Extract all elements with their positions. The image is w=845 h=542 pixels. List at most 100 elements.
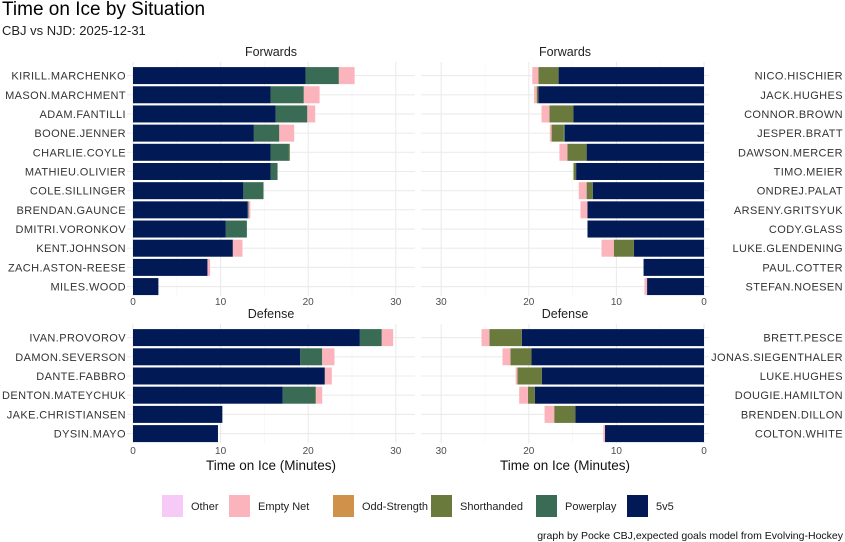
player-name-label: MASON.MARCHMENT xyxy=(5,90,126,102)
legend-label: Shorthanded xyxy=(460,501,523,513)
panel-defense-right: Defense 0 10 20 30 BRETT.PESCE JONAS.SIEGENTHA… xyxy=(421,307,843,473)
bar-segment-5v5 xyxy=(133,201,248,219)
bar-segment-empty-net xyxy=(601,239,614,257)
bar-segment-empty-net xyxy=(519,386,528,404)
x-tick-label: 20 xyxy=(523,297,535,308)
bar-segment-empty-net xyxy=(532,67,539,85)
player-name-label: TIMO.MEIER xyxy=(774,166,843,178)
legend-label: Empty Net xyxy=(258,501,309,513)
player-name-label: BOONE.JENNER xyxy=(34,128,126,140)
bar-segment-5v5 xyxy=(521,329,704,347)
bar-segment-powerplay xyxy=(247,201,249,219)
bar-segment-5v5 xyxy=(133,386,283,404)
bar-segment-5v5 xyxy=(133,425,218,443)
bar-segment-5v5 xyxy=(133,182,244,200)
legend-swatch xyxy=(627,495,648,517)
bar-segment-5v5 xyxy=(573,105,704,123)
bar-segment-empty-net xyxy=(481,329,490,347)
caption: graph by Pocke CBJ,expected goals model … xyxy=(537,530,844,542)
bar-segment-5v5 xyxy=(575,405,704,423)
bar-segment-empty-net xyxy=(303,86,320,104)
bar-segment-5v5 xyxy=(133,405,223,423)
bar-segment-shorthanded xyxy=(613,239,634,257)
bar-segment-empty-net xyxy=(232,239,243,257)
legend-swatch xyxy=(162,495,183,517)
bar-segment-5v5 xyxy=(647,278,704,296)
player-name-label: MATHIEU.OLIVIER xyxy=(25,166,126,178)
x-tick-label: 10 xyxy=(215,446,227,457)
bar-segment-shorthanded xyxy=(489,329,522,347)
player-name-label: DENTON.MATEYCHUK xyxy=(2,390,126,402)
legend-item-empty-net: Empty Net xyxy=(229,495,309,517)
player-name-label: DANTE.FABBRO xyxy=(36,371,126,383)
x-tick-label: 10 xyxy=(611,297,623,308)
bar-segment-powerplay xyxy=(270,162,278,180)
bar-segment-empty-net xyxy=(544,405,555,423)
player-name-label: IVAN.PROVOROV xyxy=(29,333,126,345)
bar-segment-5v5 xyxy=(643,258,704,276)
bar-segment-empty-net xyxy=(580,201,588,219)
bar-segment-empty-net xyxy=(338,67,355,85)
bar-segment-5v5 xyxy=(587,220,704,238)
player-name-label: JESPER.BRATT xyxy=(757,128,843,140)
bar-segment-5v5 xyxy=(133,105,276,123)
bar-segment-5v5 xyxy=(133,329,360,347)
bar-segment-powerplay xyxy=(225,220,247,238)
player-name-label: CHARLIE.COYLE xyxy=(33,147,126,159)
player-name-label: COLE.SILLINGER xyxy=(30,186,126,198)
bar-segment-5v5 xyxy=(586,143,704,161)
legend-item-shorthanded: Shorthanded xyxy=(431,495,523,517)
player-name-label: ARSENY.GRITSYUK xyxy=(734,205,843,217)
bar-segment-5v5 xyxy=(538,86,704,104)
bar-segment-5v5 xyxy=(531,348,704,366)
bar-segment-powerplay xyxy=(270,86,304,104)
player-name-label: LUKE.GLENDENING xyxy=(732,243,843,255)
bar-segment-5v5 xyxy=(133,239,233,257)
legend-swatch xyxy=(229,495,250,517)
bar-segment-empty-net xyxy=(316,386,323,404)
bar-segment-5v5 xyxy=(605,425,704,443)
bar-segment-empty-net xyxy=(559,143,568,161)
bar-segment-powerplay xyxy=(270,143,289,161)
bar-segment-shorthanded xyxy=(517,367,542,385)
bar-segment-5v5 xyxy=(133,258,208,276)
bar-segment-shorthanded xyxy=(567,143,587,161)
player-name-label: BRETT.PESCE xyxy=(763,333,843,345)
legend-item-other: Other xyxy=(162,495,219,517)
bar-segment-5v5 xyxy=(534,386,704,404)
player-name-label: DMITRI.VORONKOV xyxy=(15,224,126,236)
player-name-label: KIRILL.MARCHENKO xyxy=(11,71,126,83)
legend-item-powerplay: Powerplay xyxy=(536,495,617,517)
bar-segment-5v5 xyxy=(576,162,704,180)
bar-segment-5v5 xyxy=(133,143,271,161)
bar-segment-5v5 xyxy=(592,182,704,200)
bar-segment-5v5 xyxy=(587,201,704,219)
player-name-label: COLTON.WHITE xyxy=(755,429,843,441)
player-name-label: DOUGIE.HAMILTON xyxy=(735,390,843,402)
x-tick-label: 20 xyxy=(523,446,535,457)
bar-segment-empty-net xyxy=(502,348,511,366)
bar-segment-empty-net xyxy=(279,124,295,142)
player-name-label: CONNOR.BROWN xyxy=(744,109,843,121)
chart-subtitle: CBJ vs NJD: 2025-12-31 xyxy=(2,23,146,38)
x-tick-label: 20 xyxy=(303,446,315,457)
x-tick-label: 30 xyxy=(390,446,402,457)
bar-segment-5v5 xyxy=(541,367,704,385)
x-tick-label: 30 xyxy=(436,446,448,457)
x-tick-label: 30 xyxy=(436,297,448,308)
x-tick-label: 0 xyxy=(701,446,707,457)
bar-segment-shorthanded xyxy=(536,86,539,104)
bar-segment-5v5 xyxy=(558,67,704,85)
player-name-label: DYSIN.MAYO xyxy=(54,429,126,441)
bar-segment-shorthanded xyxy=(527,386,535,404)
x-axis-title: Time on Ice (Minutes) xyxy=(500,458,630,473)
bar-segment-powerplay xyxy=(275,105,308,123)
bar-segment-5v5 xyxy=(133,367,325,385)
bar-segment-empty-net xyxy=(307,105,316,123)
player-name-label: DAMON.SEVERSON xyxy=(15,352,126,364)
bar-segment-powerplay xyxy=(563,124,565,142)
bar-segment-5v5 xyxy=(133,162,271,180)
bar-segment-5v5 xyxy=(133,124,254,142)
bar-segment-empty-net xyxy=(549,124,552,142)
